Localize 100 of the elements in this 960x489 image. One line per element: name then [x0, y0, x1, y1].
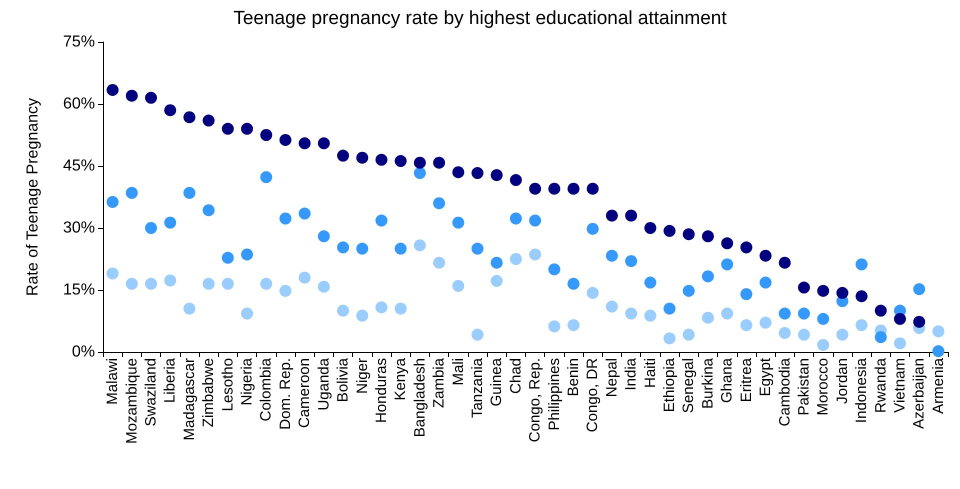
point [664, 302, 676, 315]
x-tick-label: Haiti [642, 358, 659, 388]
x-tick-label: Swaziland [142, 358, 160, 426]
x-tick-label: Philippines [546, 358, 563, 431]
point [856, 290, 868, 302]
x-tick-label: Jordan [834, 358, 851, 404]
point [222, 252, 234, 264]
point [644, 310, 656, 322]
point [529, 248, 542, 260]
point [664, 332, 676, 344]
y-tick-label: 45% [62, 158, 95, 174]
x-tick-label: Chad [507, 358, 524, 394]
point [529, 214, 542, 227]
point [126, 90, 138, 102]
point [260, 278, 272, 290]
point [606, 210, 618, 222]
point [241, 248, 254, 260]
point [568, 182, 580, 195]
point [394, 155, 407, 168]
x-tick-label: Mozambique [123, 358, 140, 444]
point [145, 278, 158, 290]
x-tick-label: Bolivia [334, 357, 352, 402]
x-tick-label: Ghana [718, 357, 736, 404]
point [664, 224, 676, 237]
point [145, 222, 158, 234]
x-tick-label: Morocco [814, 358, 832, 416]
x-tick-label: Congo, DR [584, 358, 602, 432]
point [682, 228, 695, 240]
point [702, 230, 714, 242]
point [260, 129, 272, 141]
x-tick-label: Burkina [699, 357, 716, 409]
point [490, 274, 503, 287]
point [298, 272, 311, 284]
point [279, 134, 292, 146]
point [279, 212, 292, 224]
x-tick-label: Bangladesh [411, 358, 428, 438]
point [337, 150, 350, 162]
x-tick-label: Dom. Rep. [276, 358, 294, 430]
point [721, 308, 734, 320]
point [836, 328, 848, 341]
point [644, 276, 656, 289]
point [356, 310, 368, 322]
y-tick-label: 30% [62, 220, 95, 236]
point [548, 182, 560, 195]
point [356, 152, 368, 164]
point [298, 137, 311, 150]
point [798, 328, 810, 341]
x-tick-label: Nigeria [238, 357, 256, 406]
point [375, 154, 388, 166]
x-tick-label: Liberia [162, 357, 179, 404]
point [394, 242, 407, 255]
point [856, 258, 868, 270]
point [798, 308, 810, 320]
point [318, 230, 330, 242]
point [106, 196, 119, 208]
point [202, 278, 215, 290]
point [433, 256, 446, 269]
point [126, 278, 138, 290]
point [548, 263, 560, 276]
x-tick-label: Mali [450, 358, 467, 386]
x-tick-label: Vietnam [891, 358, 908, 413]
point [318, 137, 330, 150]
x-tick-label: Egypt [757, 357, 774, 396]
y-tick-label: 0% [72, 344, 95, 360]
y-tick-label: 15% [62, 282, 95, 298]
point [625, 255, 638, 268]
point [874, 304, 887, 317]
point [644, 222, 656, 234]
point [625, 210, 638, 222]
x-tick-label: Armenia [930, 357, 947, 414]
point [472, 242, 484, 255]
y-tick-label: 75% [62, 34, 95, 50]
point [778, 256, 791, 269]
point [932, 325, 944, 338]
point [452, 216, 464, 229]
point [414, 156, 426, 169]
x-tick-label: Kenya [392, 357, 410, 401]
point [586, 286, 599, 299]
point [586, 182, 599, 195]
point [740, 319, 752, 332]
chart-title: Teenage pregnancy rate by highest educational attainment [233, 8, 728, 29]
point [298, 208, 311, 220]
point [183, 111, 196, 124]
point [318, 280, 330, 293]
point [202, 204, 215, 216]
point [894, 312, 906, 325]
point [817, 312, 830, 325]
y-tick-label: 60% [62, 96, 95, 112]
x-tick-label: Indonesia [853, 357, 870, 424]
x-tick-label: Honduras [372, 358, 390, 424]
point [222, 122, 234, 135]
point [164, 274, 176, 286]
x-tick-label: Rwanda [872, 357, 890, 414]
point [337, 304, 350, 317]
point [472, 328, 484, 341]
point [817, 338, 830, 351]
point [126, 186, 138, 199]
point [856, 319, 868, 332]
point [164, 216, 176, 229]
x-tick-label: Pakistan [795, 358, 812, 416]
